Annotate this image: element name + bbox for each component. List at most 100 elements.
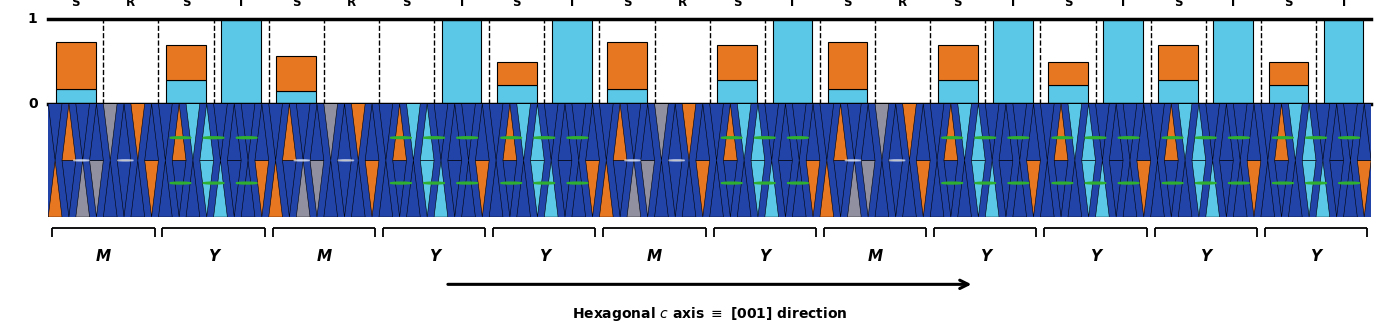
Polygon shape <box>847 160 861 217</box>
Polygon shape <box>475 160 489 217</box>
Polygon shape <box>48 104 62 160</box>
Polygon shape <box>172 160 186 217</box>
Polygon shape <box>351 160 365 217</box>
Polygon shape <box>820 104 834 160</box>
Circle shape <box>889 160 905 161</box>
Circle shape <box>456 182 478 184</box>
Text: R: R <box>678 0 686 9</box>
Polygon shape <box>1247 104 1261 160</box>
Polygon shape <box>1164 160 1178 217</box>
Polygon shape <box>765 160 779 217</box>
Circle shape <box>1338 182 1360 184</box>
Circle shape <box>754 182 776 184</box>
Bar <box>167 80 205 104</box>
Polygon shape <box>627 104 641 160</box>
Text: Hexagonal $c$ axis $\equiv$ [001] direction: Hexagonal $c$ axis $\equiv$ [001] direct… <box>572 305 847 323</box>
Text: S: S <box>402 0 411 9</box>
Circle shape <box>1051 182 1073 184</box>
Text: 0: 0 <box>28 97 37 111</box>
Polygon shape <box>1302 160 1316 217</box>
Polygon shape <box>710 160 723 217</box>
Polygon shape <box>806 160 820 217</box>
Polygon shape <box>448 104 462 160</box>
Polygon shape <box>544 104 558 160</box>
Bar <box>1324 19 1363 104</box>
Polygon shape <box>1068 160 1082 217</box>
Polygon shape <box>1275 104 1288 160</box>
Polygon shape <box>1330 160 1344 217</box>
Polygon shape <box>889 104 903 160</box>
Text: Y: Y <box>539 249 550 264</box>
Bar <box>938 80 977 104</box>
Polygon shape <box>1178 104 1192 160</box>
Polygon shape <box>1137 104 1151 160</box>
Polygon shape <box>1220 104 1233 160</box>
Circle shape <box>500 182 522 184</box>
Polygon shape <box>296 160 310 217</box>
Polygon shape <box>930 160 944 217</box>
Polygon shape <box>310 104 324 160</box>
Text: S: S <box>1064 0 1072 9</box>
Polygon shape <box>1109 104 1123 160</box>
Text: Y: Y <box>1200 249 1211 264</box>
Polygon shape <box>214 104 227 160</box>
Polygon shape <box>985 160 999 217</box>
Polygon shape <box>1123 104 1137 160</box>
Polygon shape <box>971 104 985 160</box>
Polygon shape <box>613 104 627 160</box>
Polygon shape <box>668 160 682 217</box>
Polygon shape <box>241 160 255 217</box>
Polygon shape <box>1013 160 1027 217</box>
Polygon shape <box>103 104 117 160</box>
Bar <box>1159 80 1197 104</box>
Polygon shape <box>1302 104 1316 160</box>
Polygon shape <box>696 104 710 160</box>
Circle shape <box>338 160 354 161</box>
Polygon shape <box>558 104 572 160</box>
Circle shape <box>1195 137 1217 139</box>
Polygon shape <box>558 160 572 217</box>
Polygon shape <box>723 104 737 160</box>
Polygon shape <box>90 160 103 217</box>
Circle shape <box>845 160 861 161</box>
Polygon shape <box>903 160 916 217</box>
Polygon shape <box>586 104 599 160</box>
Bar <box>277 56 316 91</box>
Polygon shape <box>599 160 613 217</box>
Polygon shape <box>158 104 172 160</box>
Polygon shape <box>379 160 393 217</box>
Polygon shape <box>186 160 200 217</box>
Circle shape <box>941 182 963 184</box>
Polygon shape <box>806 104 820 160</box>
Text: M: M <box>96 249 110 264</box>
Bar <box>718 80 757 104</box>
Polygon shape <box>255 104 269 160</box>
Polygon shape <box>324 160 338 217</box>
Polygon shape <box>241 104 255 160</box>
Polygon shape <box>158 160 172 217</box>
Circle shape <box>294 160 310 161</box>
Polygon shape <box>200 160 214 217</box>
Polygon shape <box>379 104 393 160</box>
Polygon shape <box>351 104 365 160</box>
Polygon shape <box>1192 160 1206 217</box>
Circle shape <box>423 182 445 184</box>
Polygon shape <box>62 104 76 160</box>
Text: Y: Y <box>208 249 219 264</box>
Circle shape <box>1195 182 1217 184</box>
Polygon shape <box>462 104 475 160</box>
Circle shape <box>754 137 776 139</box>
Circle shape <box>787 182 809 184</box>
Polygon shape <box>1151 160 1164 217</box>
Bar <box>608 42 646 88</box>
Polygon shape <box>131 104 145 160</box>
Polygon shape <box>599 104 613 160</box>
Polygon shape <box>1344 104 1357 160</box>
Text: T: T <box>1009 0 1017 9</box>
Polygon shape <box>338 160 351 217</box>
Polygon shape <box>1082 104 1096 160</box>
Polygon shape <box>76 104 90 160</box>
Polygon shape <box>503 104 517 160</box>
Polygon shape <box>1275 160 1288 217</box>
Polygon shape <box>517 160 531 217</box>
